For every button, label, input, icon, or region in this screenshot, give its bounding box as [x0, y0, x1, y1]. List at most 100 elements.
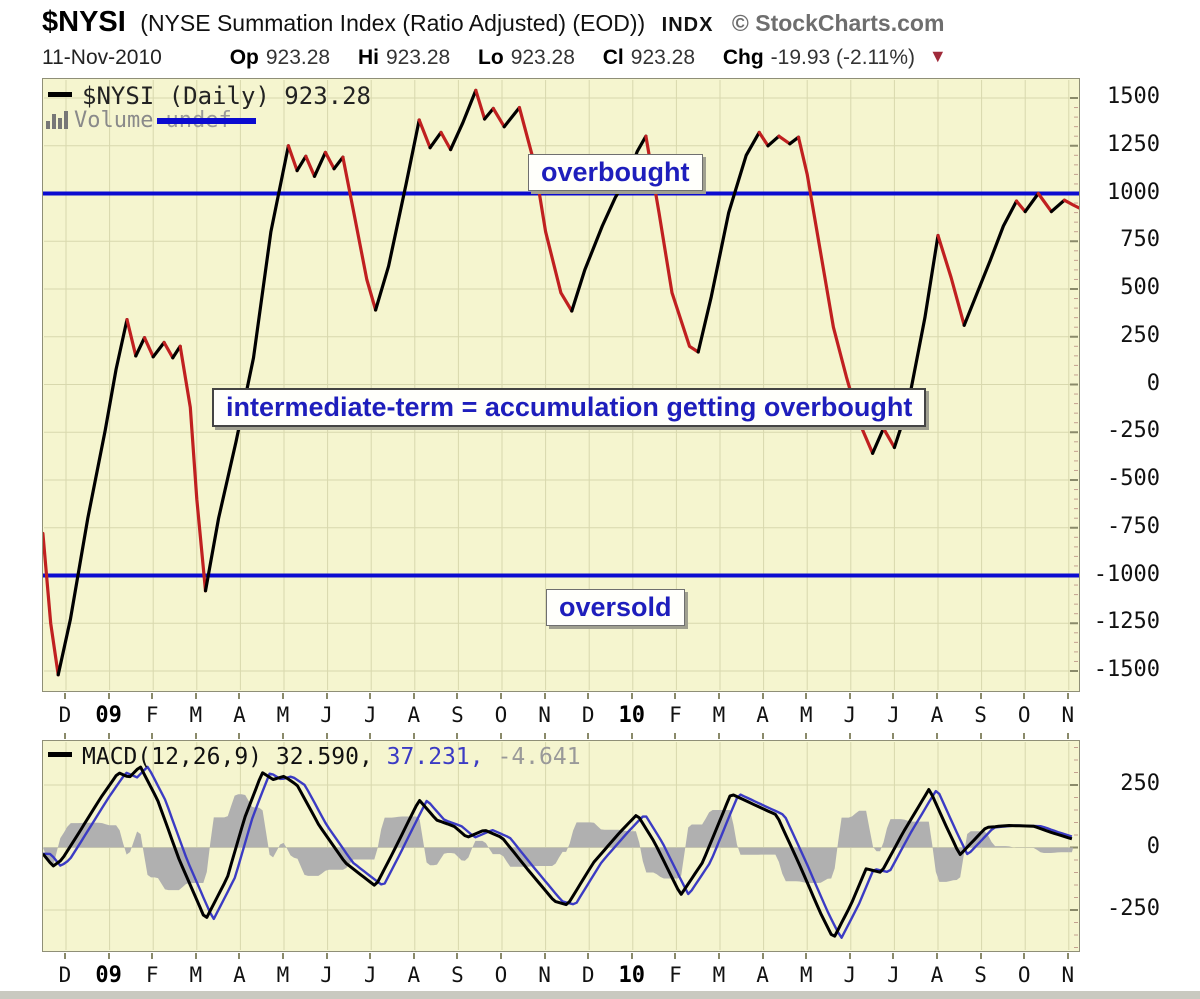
- x-axis-month-label: O: [494, 703, 508, 727]
- x-axis-tick: [151, 953, 154, 959]
- x-axis-month-label: F: [669, 703, 682, 727]
- x-axis-tick: [238, 733, 241, 739]
- x-axis-tick: [979, 693, 982, 699]
- down-triangle-icon: ▼: [928, 46, 947, 66]
- macd-dash-icon: [48, 752, 72, 757]
- nysi-price-plot: [43, 80, 1079, 690]
- x-axis-tick: [500, 693, 502, 699]
- macd-plot: [43, 742, 1078, 950]
- x-axis-month-label: 10: [618, 703, 646, 728]
- x-axis-month-label: M: [712, 703, 726, 727]
- ticker-symbol: $NYSI: [42, 6, 126, 38]
- x-axis-tick: [282, 733, 284, 739]
- y-axis-tick-label: 1000: [1107, 179, 1160, 205]
- x-axis-tick: [979, 953, 982, 959]
- x-axis-tick: [936, 953, 938, 959]
- change-value: -19.93 (-2.11%): [770, 46, 916, 69]
- macd-chart-panel: [42, 740, 1080, 952]
- y-axis-tick-label: 750: [1120, 227, 1160, 253]
- x-axis-month-label: D: [58, 703, 72, 727]
- x-axis-tick: [151, 733, 154, 739]
- x-axis-tick: [151, 693, 154, 699]
- x-axis-month-label: F: [669, 963, 682, 987]
- x-axis-tick: [587, 733, 590, 739]
- x-axis-month-label: D: [581, 703, 595, 727]
- x-axis-month-label: D: [58, 963, 72, 987]
- y-axis-tick-label: -500: [1107, 466, 1160, 491]
- macd-value: 32.590,: [275, 744, 373, 770]
- x-axis-tick: [718, 953, 720, 959]
- y-axis-tick-label: -250: [1107, 896, 1160, 921]
- x-axis-tick: [107, 733, 110, 739]
- macd-legend: MACD(12,26,9) 32.590, 37.231, -4.641: [48, 744, 581, 770]
- x-axis-month-label: F: [145, 703, 159, 727]
- x-axis-tick: [848, 733, 851, 739]
- oversold-annotation: oversold: [546, 589, 685, 626]
- x-axis-month-label: A: [407, 703, 421, 727]
- x-axis-tick: [1066, 953, 1069, 959]
- y-axis-tick-label: -1000: [1093, 561, 1160, 587]
- x-axis-tick: [325, 733, 328, 739]
- open-label: Op: [229, 46, 259, 69]
- x-axis-tick: [543, 733, 546, 739]
- x-axis-month-label: M: [189, 703, 203, 727]
- exchange-label: INDX: [661, 14, 714, 36]
- open-value: 923.28: [265, 46, 331, 69]
- x-axis-tick: [674, 693, 677, 699]
- main-series-legend: $NYSI (Daily) 923.28: [48, 82, 371, 110]
- x-axis-tick: [805, 733, 808, 739]
- y-axis-tick-label: 1250: [1107, 131, 1160, 157]
- x-axis-tick: [630, 733, 633, 739]
- x-axis-tick: [1023, 953, 1026, 959]
- macd-hist-value: -4.641: [497, 744, 581, 770]
- x-axis-tick: [456, 693, 459, 699]
- x-axis-month-label: A: [930, 963, 944, 987]
- x-axis-tick: [238, 953, 241, 959]
- x-axis-tick: [194, 693, 197, 699]
- x-axis-month-label: N: [1061, 703, 1075, 727]
- x-axis-month-label: F: [145, 963, 159, 987]
- x-axis-month-label: A: [233, 703, 246, 727]
- x-axis-tick: [194, 733, 197, 739]
- x-axis-month-label: A: [930, 703, 944, 727]
- x-axis-month-label: N: [1061, 963, 1075, 987]
- overbought-annotation: overbought: [528, 154, 703, 191]
- x-axis-tick: [456, 953, 459, 959]
- x-axis-tick: [587, 693, 590, 699]
- x-axis-month-label: M: [712, 963, 726, 987]
- y-axis-tick-label: -1500: [1093, 657, 1160, 682]
- x-axis-tick: [892, 693, 895, 699]
- x-axis-tick: [761, 733, 764, 739]
- x-axis-tick: [848, 693, 851, 699]
- x-axis-month-label: S: [451, 703, 464, 727]
- x-axis-tick: [325, 693, 328, 699]
- x-axis-month-label: J: [363, 703, 377, 727]
- x-axis-tick: [587, 953, 590, 959]
- bottom-crop-strip: [0, 991, 1200, 999]
- x-axis-tick: [412, 733, 415, 739]
- x-axis-tick: [1023, 693, 1026, 699]
- x-axis-month-label: S: [974, 703, 987, 727]
- x-axis-month-label: J: [887, 963, 900, 987]
- x-axis-tick: [500, 953, 502, 959]
- x-axis-tick: [1023, 733, 1026, 739]
- y-axis-tick-label: 250: [1120, 771, 1160, 796]
- x-axis-tick: [107, 953, 110, 959]
- x-axis-tick: [456, 733, 459, 739]
- x-axis-tick: [500, 733, 502, 739]
- x-axis-tick: [107, 693, 110, 699]
- high-label: Hi: [357, 46, 379, 69]
- y-axis-tick-label: 500: [1120, 275, 1160, 300]
- x-axis-tick: [194, 953, 197, 959]
- x-axis-month-label: O: [494, 963, 508, 987]
- quote-date: 11-Nov-2010: [42, 46, 162, 69]
- x-axis-month-label: A: [756, 703, 769, 727]
- volume-label: Volume: [74, 108, 154, 133]
- x-axis-tick: [936, 693, 938, 699]
- close-value: 923.28: [630, 46, 695, 69]
- x-axis-tick: [412, 693, 415, 699]
- x-axis-tick: [892, 733, 895, 739]
- x-axis-tick: [805, 693, 808, 699]
- volume-bars-icon: [46, 111, 68, 129]
- x-axis-month-label: J: [843, 963, 857, 987]
